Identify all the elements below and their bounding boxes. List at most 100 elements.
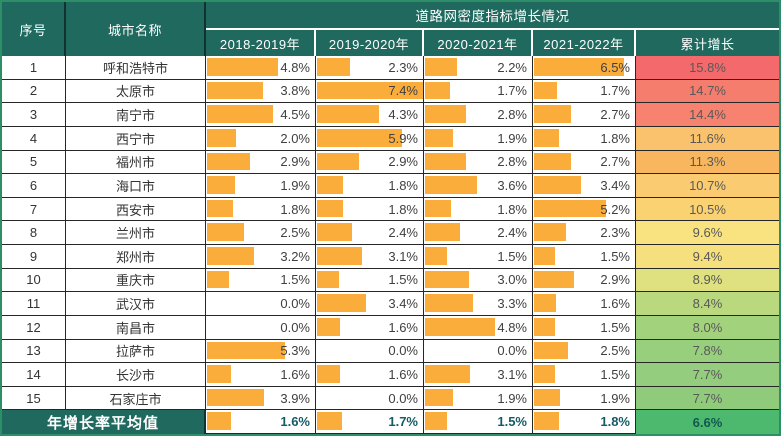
city-name-cell: 西安市: [66, 197, 206, 222]
growth-value-cell: 5.2%: [533, 197, 636, 222]
growth-value-cell: 1.8%: [206, 197, 316, 222]
cumulative-growth-cell: 9.6%: [636, 221, 779, 245]
data-bar: [534, 152, 572, 171]
growth-value: 2.5%: [600, 343, 630, 359]
growth-value-cell: 1.6%: [316, 363, 424, 387]
growth-value-cell: 5.9%: [316, 126, 424, 151]
city-name-cell: 石家庄市: [66, 386, 206, 411]
growth-value-cell: 2.7%: [533, 150, 636, 175]
data-bar: [534, 365, 555, 383]
data-bar: [317, 176, 343, 194]
data-bar: [207, 81, 264, 100]
city-name-cell: 太原市: [66, 79, 206, 104]
growth-value: 1.5%: [600, 248, 630, 264]
city-name-cell: 拉萨市: [66, 339, 206, 364]
average-cumulative-cell: 6.6%: [636, 410, 779, 434]
growth-value-cell: 2.3%: [533, 221, 636, 245]
growth-value-cell: 2.9%: [316, 150, 424, 175]
row-index-cell: 12: [2, 315, 66, 340]
row-index-cell: 1: [2, 56, 66, 80]
growth-value: 3.2%: [280, 248, 310, 264]
growth-value-cell: 3.4%: [316, 292, 424, 316]
growth-value-cell: 1.9%: [206, 174, 316, 198]
row-index-cell: 11: [2, 292, 66, 316]
growth-value-cell: 2.4%: [316, 221, 424, 245]
growth-value-cell: 1.7%: [316, 410, 424, 434]
growth-value: 1.5%: [497, 414, 527, 430]
row-index-cell: 2: [2, 79, 66, 104]
growth-value-cell: 1.6%: [316, 315, 424, 340]
city-name-cell: 南宁市: [66, 103, 206, 127]
growth-value-cell: 2.8%: [424, 150, 533, 175]
growth-value-cell: 1.8%: [316, 174, 424, 198]
growth-value: 1.6%: [388, 319, 418, 335]
growth-value: 1.8%: [600, 130, 630, 146]
growth-value-cell: 4.8%: [424, 315, 533, 340]
growth-value: 0.0%: [280, 296, 310, 312]
growth-value: 1.8%: [497, 201, 527, 217]
data-bar: [317, 412, 342, 430]
growth-value: 2.5%: [280, 225, 310, 241]
data-bar: [207, 58, 278, 76]
city-name-cell: 长沙市: [66, 363, 206, 387]
growth-value: 1.5%: [280, 272, 310, 288]
data-bar: [534, 223, 566, 241]
growth-value: 3.0%: [497, 272, 527, 288]
growth-value-cell: 2.4%: [424, 221, 533, 245]
growth-value: 3.9%: [280, 390, 310, 406]
growth-value: 7.4%: [388, 83, 418, 99]
growth-value-cell: 1.5%: [533, 245, 636, 269]
city-name-cell: 呼和浩特市: [66, 56, 206, 80]
growth-value-cell: 3.4%: [533, 174, 636, 198]
data-bar: [317, 128, 403, 147]
cumulative-growth-cell: 15.8%: [636, 56, 779, 80]
data-bar: [317, 105, 380, 123]
growth-value: 4.8%: [497, 319, 527, 335]
data-bar: [207, 223, 244, 241]
header-year-2020-2021: 2020-2021年: [424, 30, 533, 56]
growth-value: 0.0%: [497, 343, 527, 359]
data-bar: [534, 128, 559, 147]
cumulative-growth-cell: 10.7%: [636, 174, 779, 198]
data-bar: [317, 317, 341, 336]
growth-value: 2.7%: [600, 154, 630, 170]
growth-value: 3.4%: [388, 296, 418, 312]
growth-value: 2.3%: [600, 225, 630, 241]
data-bar: [534, 247, 555, 265]
row-index-cell: 3: [2, 103, 66, 127]
growth-value: 2.9%: [280, 154, 310, 170]
growth-value-cell: 1.8%: [424, 197, 533, 222]
data-bar: [534, 81, 558, 100]
city-name-cell: 兰州市: [66, 221, 206, 245]
growth-value: 2.7%: [600, 107, 630, 123]
data-bar: [425, 388, 453, 407]
growth-value-cell: 2.0%: [206, 126, 316, 151]
growth-value: 2.2%: [497, 59, 527, 75]
growth-value-cell: 0.0%: [316, 339, 424, 364]
growth-value: 2.0%: [280, 130, 310, 146]
growth-value: 1.8%: [600, 414, 630, 430]
data-bar: [207, 365, 231, 383]
growth-value: 1.6%: [280, 414, 310, 430]
growth-value-cell: 2.2%: [424, 56, 533, 80]
growth-value: 1.6%: [388, 366, 418, 382]
growth-value-cell: 1.7%: [533, 79, 636, 104]
data-bar: [317, 58, 351, 76]
header-year-2021-2022: 2021-2022年: [533, 30, 636, 56]
growth-value-cell: 1.5%: [533, 363, 636, 387]
cumulative-growth-cell: 9.4%: [636, 245, 779, 269]
data-bar: [534, 270, 574, 289]
data-bar: [317, 294, 367, 312]
header-year-2018-2019: 2018-2019年: [206, 30, 316, 56]
growth-value: 4.5%: [280, 107, 310, 123]
data-bar: [425, 81, 450, 100]
growth-value: 2.8%: [497, 107, 527, 123]
growth-value: 0.0%: [280, 319, 310, 335]
data-bar: [425, 294, 474, 312]
growth-value-cell: 2.3%: [316, 56, 424, 80]
growth-value-cell: 1.5%: [424, 410, 533, 434]
row-index-cell: 5: [2, 150, 66, 175]
growth-value: 1.7%: [600, 83, 630, 99]
growth-value-cell: 1.8%: [316, 197, 424, 222]
